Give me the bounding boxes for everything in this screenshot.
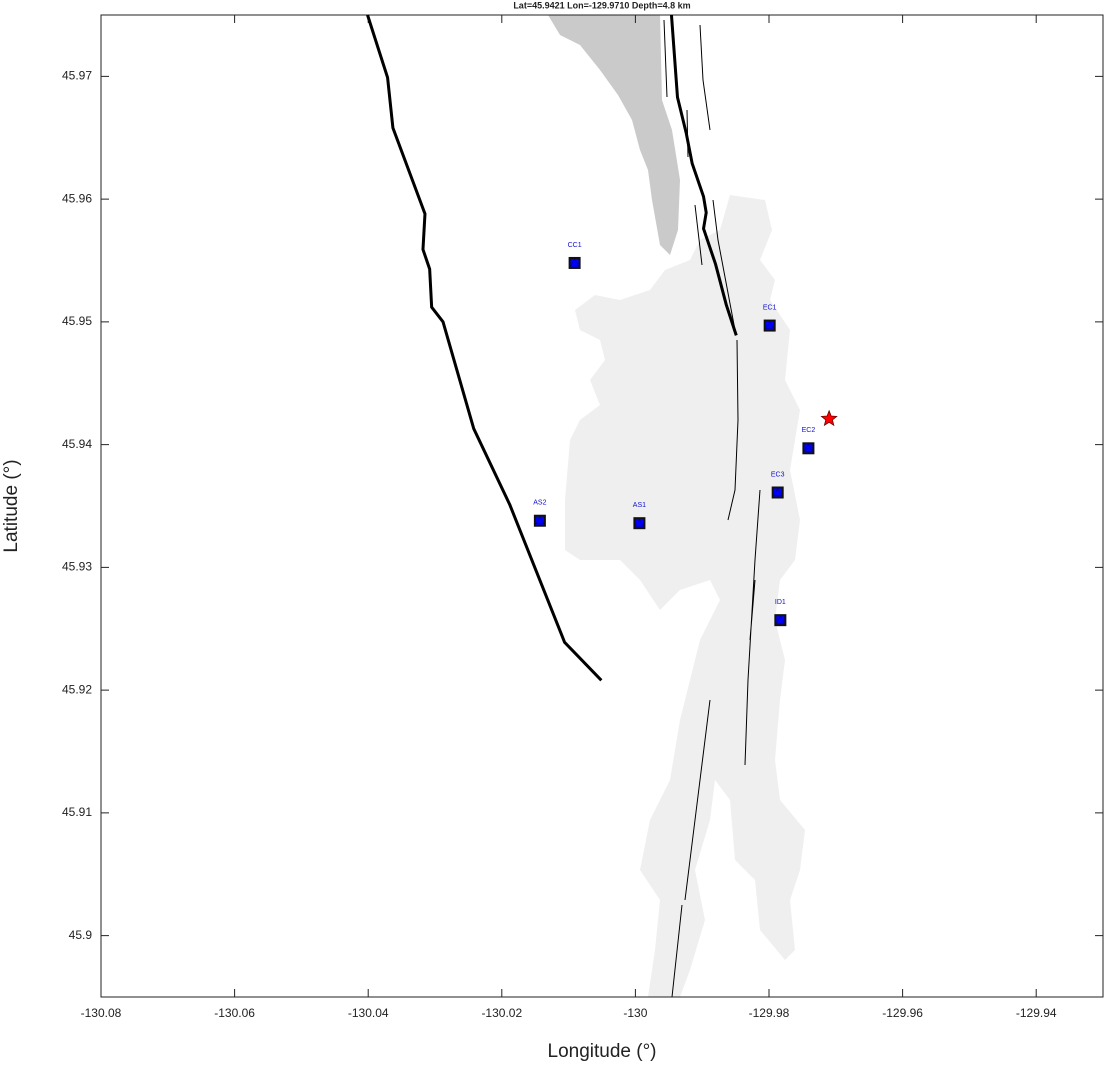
y-tick-label: 45.97 (62, 69, 92, 83)
y-tick-label: 45.92 (62, 682, 92, 696)
station-label: EC1 (763, 304, 777, 311)
station-triangle (535, 516, 545, 524)
station-triangle (775, 615, 785, 624)
station-label: ID1 (775, 599, 786, 606)
seafloor-area (565, 195, 805, 997)
y-tick-label: 45.93 (62, 560, 92, 574)
station-marker (763, 319, 776, 332)
station-triangle (765, 321, 775, 329)
station-label: AS1 (633, 502, 646, 509)
plot-frame (100, 14, 1104, 998)
station-marker (568, 256, 581, 269)
y-tick-label: 45.91 (62, 805, 92, 819)
x-tick-label: -129.96 (882, 1006, 923, 1020)
x-tick-label: -130.04 (348, 1006, 389, 1020)
station-label: EC2 (802, 427, 816, 434)
event-star (820, 409, 838, 427)
fault-line (669, 14, 738, 336)
y-tick-label: 45.9 (69, 928, 93, 942)
station-marker (774, 614, 787, 627)
x-tick-label: -130.08 (81, 1006, 122, 1020)
station-label: AS2 (533, 500, 546, 507)
station-marker (633, 517, 646, 530)
chart-title: Lat=45.9421 Lon=-129.9710 Depth=4.8 km (513, 0, 690, 10)
station-triangle (773, 487, 783, 496)
station-triangle (803, 443, 813, 452)
x-tick-label: -130.06 (214, 1006, 255, 1020)
station-triangle (570, 258, 580, 267)
y-tick-label: 45.94 (62, 437, 92, 451)
y-tick-label: 45.96 (62, 191, 92, 205)
station-label: CC1 (568, 242, 582, 249)
y-tick-label: 45.95 (62, 314, 92, 328)
station-label: EC3 (771, 471, 785, 478)
lava-flow-area (548, 15, 680, 255)
x-tick-label: -129.94 (1016, 1006, 1057, 1020)
x-tick-label: -130.02 (481, 1006, 522, 1020)
fault-line (366, 14, 603, 682)
x-axis-label: Longitude (°) (548, 1041, 657, 1062)
y-axis-label: Latitude (°) (1, 459, 22, 552)
station-marker (802, 442, 815, 455)
x-tick-label: -129.98 (749, 1006, 790, 1020)
station-marker (771, 486, 784, 499)
station-marker (533, 514, 546, 527)
station-triangle (634, 518, 644, 527)
x-tick-label: -130 (623, 1006, 647, 1020)
